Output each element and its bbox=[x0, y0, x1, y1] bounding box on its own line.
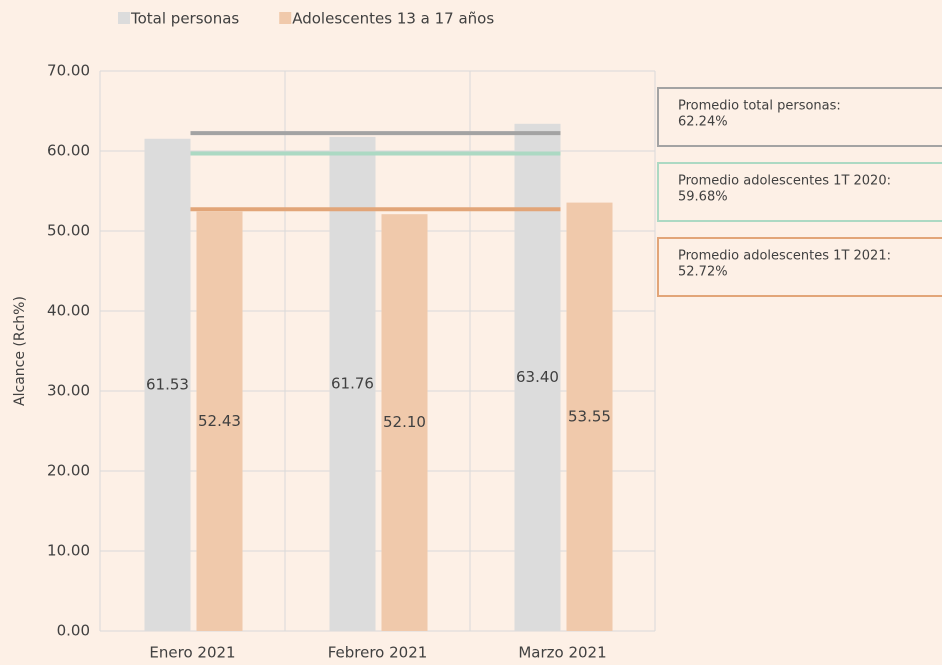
data-label: 53.55 bbox=[568, 407, 611, 425]
x-tick-label: Febrero 2021 bbox=[328, 644, 428, 662]
y-tick-label: 60.00 bbox=[47, 142, 90, 160]
y-tick-label: 40.00 bbox=[47, 302, 90, 320]
annotation-value: 52.72% bbox=[678, 265, 728, 280]
x-tick-label: Marzo 2021 bbox=[518, 644, 606, 662]
legend-swatch bbox=[118, 12, 130, 24]
legend-label: Total personas bbox=[130, 10, 239, 28]
bar bbox=[144, 138, 191, 631]
annotation-title: Promedio adolescentes 1T 2021: bbox=[678, 249, 891, 264]
annotation-title: Promedio adolescentes 1T 2020: bbox=[678, 174, 891, 189]
y-tick-label: 30.00 bbox=[47, 382, 90, 400]
data-label: 63.40 bbox=[516, 368, 559, 386]
data-label: 52.43 bbox=[198, 412, 241, 430]
y-tick-label: 10.00 bbox=[47, 542, 90, 560]
x-tick-label: Enero 2021 bbox=[149, 644, 235, 662]
data-label: 52.10 bbox=[383, 413, 426, 431]
y-axis-label: Alcance (Rch%) bbox=[12, 296, 28, 406]
bar bbox=[329, 136, 376, 632]
annotation-value: 59.68% bbox=[678, 190, 728, 205]
y-tick-label: 70.00 bbox=[47, 62, 90, 80]
bar bbox=[381, 214, 428, 631]
legend-swatch bbox=[279, 12, 292, 24]
legend-label: Adolescentes 13 a 17 años bbox=[292, 10, 494, 28]
data-label: 61.53 bbox=[146, 375, 189, 393]
annotation-value: 62.24% bbox=[678, 115, 728, 130]
y-tick-label: 50.00 bbox=[47, 222, 90, 240]
annotation-box bbox=[657, 87, 942, 147]
annotation-title: Promedio total personas: bbox=[678, 99, 841, 114]
annotation-box bbox=[657, 237, 942, 297]
bar bbox=[196, 211, 243, 631]
data-label: 61.76 bbox=[331, 374, 374, 392]
y-tick-label: 0.00 bbox=[57, 622, 90, 640]
annotation-box bbox=[657, 162, 942, 222]
bar bbox=[566, 202, 613, 631]
y-tick-label: 20.00 bbox=[47, 462, 90, 480]
